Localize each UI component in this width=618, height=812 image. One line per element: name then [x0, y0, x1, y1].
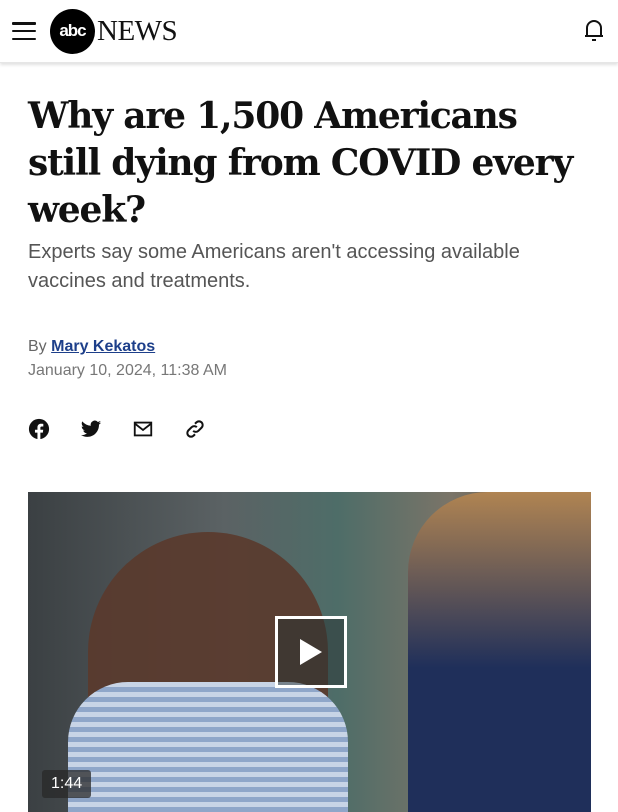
author-link[interactable]: Mary Kekatos: [51, 338, 156, 355]
menu-icon[interactable]: [12, 22, 36, 40]
video-player[interactable]: 1:44: [28, 492, 591, 812]
article: Why are 1,500 Americans still dying from…: [0, 93, 618, 812]
twitter-icon[interactable]: [80, 418, 102, 440]
link-icon[interactable]: [184, 418, 206, 440]
site-header: abc NEWS: [0, 0, 618, 63]
facebook-icon[interactable]: [28, 418, 50, 440]
by-prefix: By: [28, 338, 47, 355]
play-icon: [300, 639, 322, 665]
abc-news-logo[interactable]: abc NEWS: [50, 8, 178, 54]
logo-news: NEWS: [97, 14, 178, 47]
publish-date: January 10, 2024, 11:38 AM: [28, 362, 227, 379]
play-button[interactable]: [275, 616, 347, 688]
video-duration: 1:44: [42, 770, 92, 798]
byline: By Mary Kekatos: [28, 338, 590, 356]
bell-icon[interactable]: [582, 17, 606, 43]
email-icon[interactable]: [132, 418, 154, 440]
article-title: Why are 1,500 Americans still dying from…: [28, 95, 573, 231]
article-subtitle: Experts say some Americans aren't access…: [28, 241, 520, 292]
share-bar: [28, 418, 590, 440]
logo-abc: abc: [50, 8, 95, 54]
